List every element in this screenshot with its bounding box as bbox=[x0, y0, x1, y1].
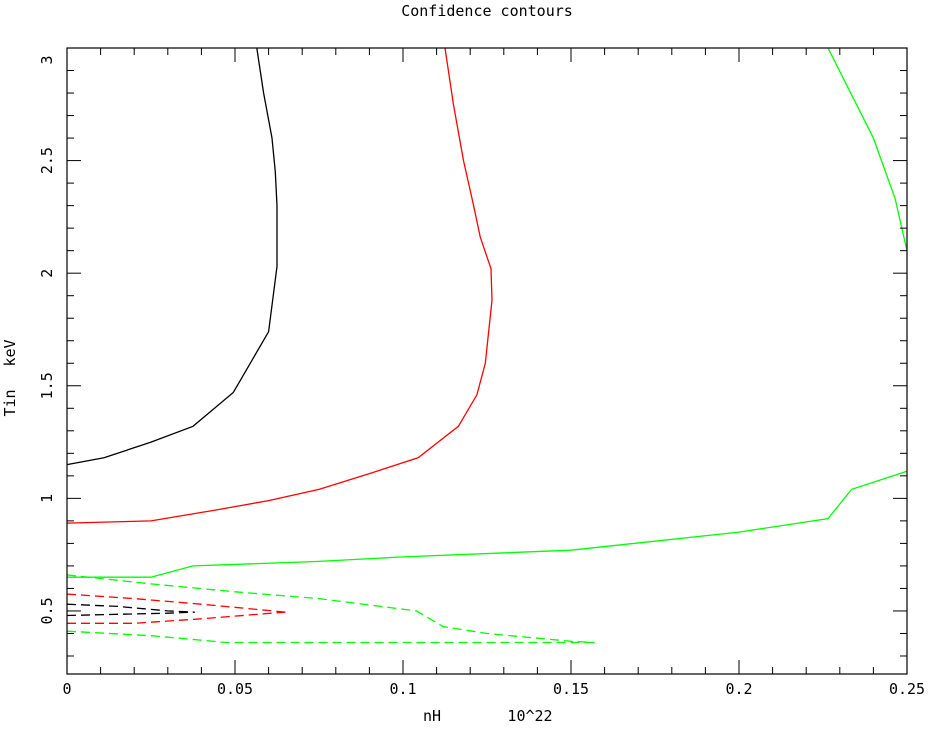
contour-line-1 bbox=[66, 47, 278, 466]
contour-line-5 bbox=[66, 574, 595, 644]
y-tick-label-1: 1 bbox=[38, 494, 56, 503]
contour-line-10 bbox=[66, 611, 195, 617]
contour-line-6 bbox=[66, 630, 595, 644]
x-tick-label-0: 0 bbox=[62, 680, 71, 698]
y-tick-label-5: 3 bbox=[38, 55, 56, 64]
contour-line-3 bbox=[67, 470, 908, 578]
y-tick-label-4: 2.5 bbox=[38, 147, 56, 174]
x-tick-label-2: 0.1 bbox=[389, 680, 416, 698]
chart-title: Confidence contours bbox=[401, 2, 573, 20]
plot-frame bbox=[66, 47, 908, 675]
y-tick-label-2: 1.5 bbox=[38, 372, 56, 399]
x-tick-label-4: 0.2 bbox=[725, 680, 752, 698]
contour-line-9 bbox=[66, 603, 195, 613]
contour-line-8 bbox=[67, 611, 286, 624]
contour-line-4 bbox=[827, 47, 908, 251]
y-tick-label-0: 0.5 bbox=[38, 597, 56, 624]
y-axis-label: Tin bbox=[1, 389, 19, 416]
tick-layer: 0 0.05 0.1 0.15 0.2 0.25 0.5 1 1.5 2 2.5 3 bbox=[38, 47, 925, 698]
x-tick-label-1: 0.05 bbox=[217, 680, 253, 698]
y-axis-unit: keV bbox=[1, 339, 19, 366]
series-layer bbox=[66, 47, 908, 644]
y-tick-label-3: 2 bbox=[38, 269, 56, 278]
x-tick-label-5: 0.25 bbox=[889, 680, 925, 698]
x-tick-label-3: 0.15 bbox=[553, 680, 589, 698]
contour-line-7 bbox=[66, 593, 286, 613]
x-axis-unit: 10^22 bbox=[507, 707, 552, 724]
x-axis-label: nH bbox=[423, 707, 441, 724]
contour-line-2 bbox=[66, 47, 493, 524]
